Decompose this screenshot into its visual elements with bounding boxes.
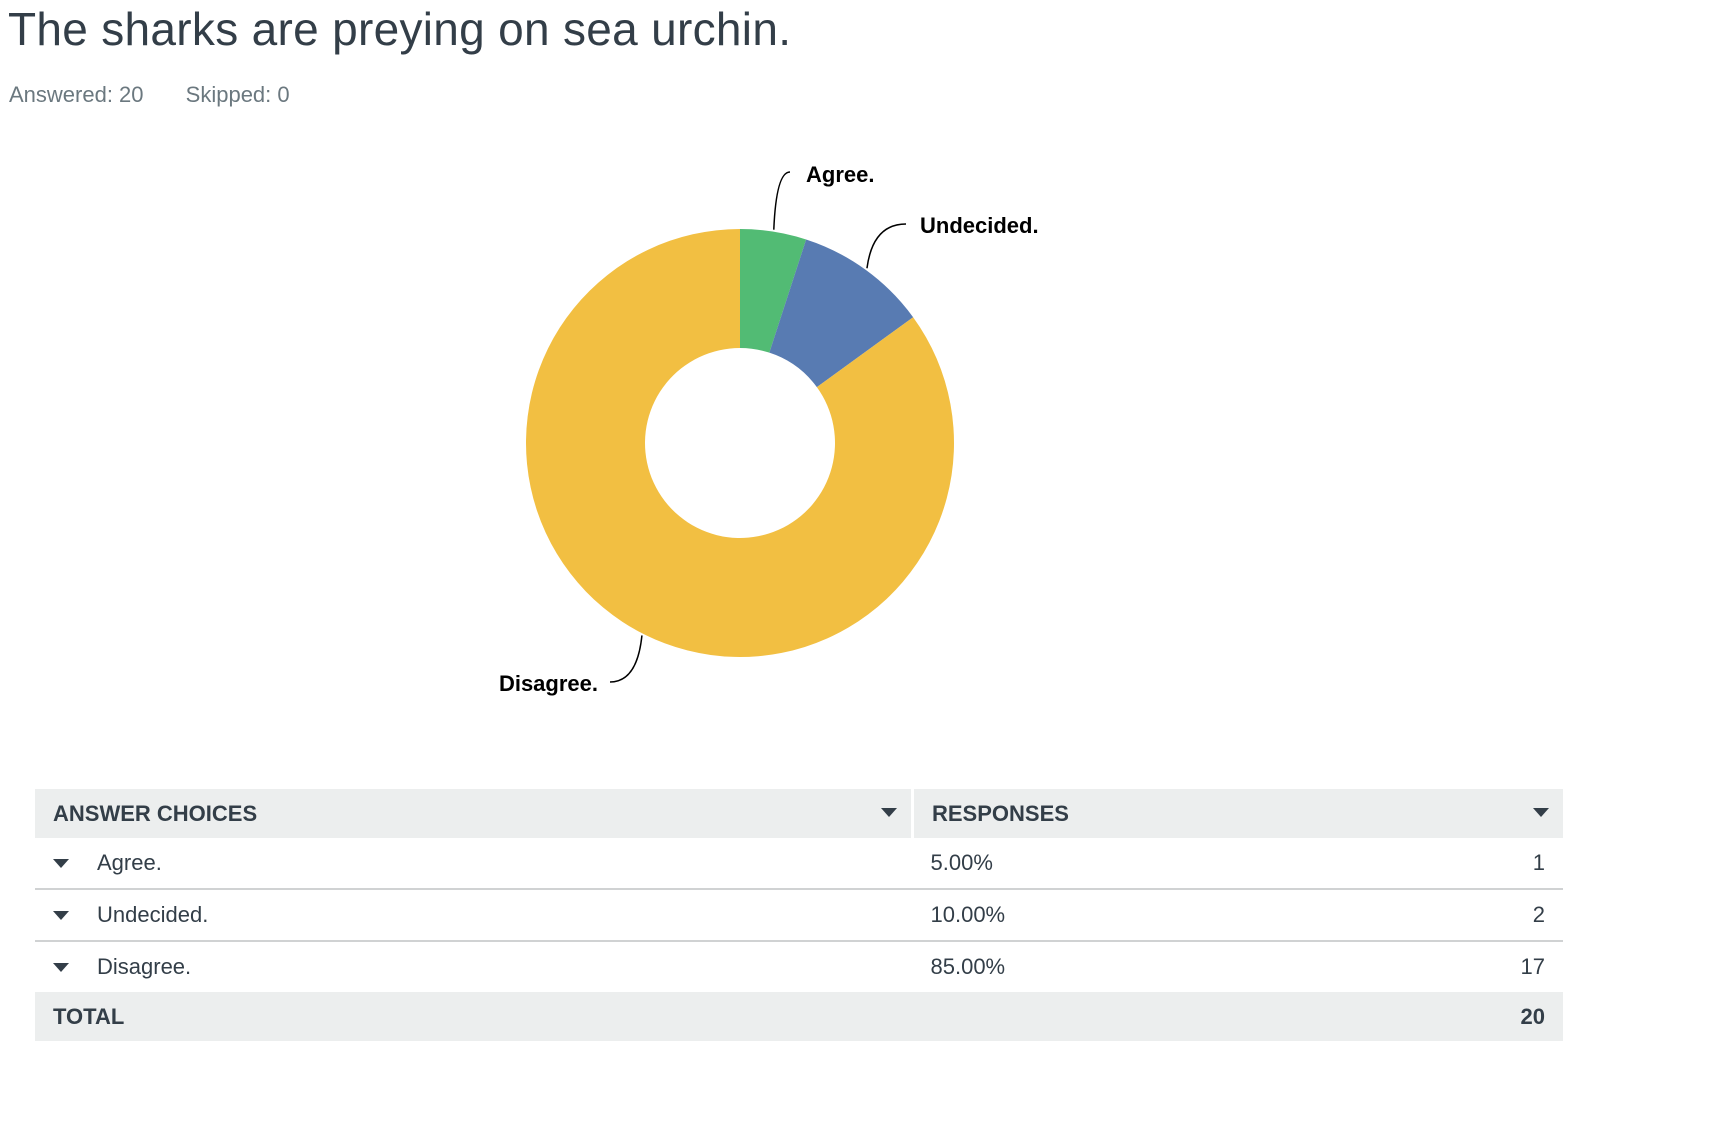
table-row: Agree. 5.00% 1	[35, 838, 1563, 890]
response-count: 17	[1520, 954, 1545, 979]
answer-choice-label: Disagree.	[97, 954, 192, 979]
expand-caret-icon[interactable]	[53, 962, 69, 972]
expand-caret-icon[interactable]	[53, 858, 69, 868]
answer-choices-header-label: ANSWER CHOICES	[53, 800, 258, 826]
table-row: Disagree. 85.00% 17	[35, 941, 1563, 992]
responses-header-label: RESPONSES	[932, 800, 1069, 826]
table-header-row: ANSWER CHOICES RESPONSES	[35, 789, 1563, 838]
leader-line	[609, 635, 643, 683]
response-percent: 10.00%	[912, 889, 1334, 942]
expand-caret-icon[interactable]	[53, 910, 69, 920]
response-stats: Answered: 20 Skipped: 0	[9, 82, 326, 108]
slice-label: Undecided.	[920, 213, 1039, 238]
answer-choice-cell: Undecided.	[35, 889, 913, 942]
skipped-count: Skipped: 0	[185, 82, 290, 107]
response-percent: 85.00%	[930, 954, 1006, 979]
response-percent: 5.00%	[912, 838, 1334, 890]
total-row: TOTAL 20	[35, 992, 1563, 1041]
leader-line	[866, 223, 907, 269]
donut-chart: Agree. Undecided. Disagree.	[499, 162, 1039, 696]
pie-slice[interactable]	[525, 229, 954, 657]
answer-choice-cell: Agree.	[35, 838, 913, 890]
answer-choices-header[interactable]: ANSWER CHOICES	[35, 789, 914, 838]
sort-caret-icon[interactable]	[881, 808, 897, 817]
responses-table: ANSWER CHOICES RESPONSES Agree. 5.00% 1 …	[35, 789, 1563, 1041]
slice-label: Disagree.	[499, 671, 598, 696]
pie-slice[interactable]	[769, 239, 914, 388]
answer-choice-label: Agree.	[97, 850, 162, 875]
slice-label: Agree.	[806, 162, 874, 187]
response-count: 2	[1333, 889, 1563, 942]
leader-line	[773, 171, 791, 230]
response-count: 1	[1333, 838, 1563, 890]
question-title: The sharks are preying on sea urchin.	[8, 3, 792, 55]
responses-header[interactable]: RESPONSES	[912, 789, 1563, 838]
answer-choice-cell: Disagree.	[35, 941, 913, 992]
pie-slice[interactable]	[740, 229, 807, 353]
answer-choice-label: Undecided.	[97, 902, 209, 927]
table-row: Undecided. 10.00% 2	[35, 889, 1563, 942]
sort-caret-icon[interactable]	[1533, 808, 1549, 817]
total-label: TOTAL	[35, 992, 1334, 1041]
answered-count: Answered: 20	[9, 82, 144, 107]
total-count: 20	[1333, 992, 1563, 1041]
